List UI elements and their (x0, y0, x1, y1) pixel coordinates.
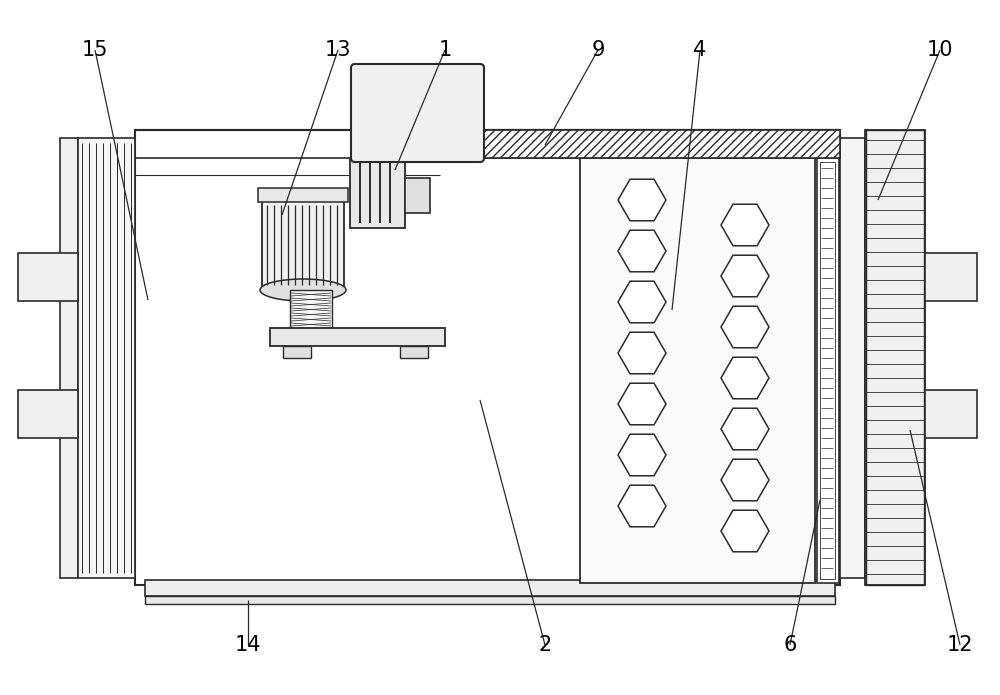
Text: 2: 2 (538, 635, 552, 655)
Bar (840, 138, 865, 578)
Bar (78, 138, 135, 578)
Bar (145, 596, 835, 604)
Text: 15: 15 (82, 40, 108, 60)
Text: 1: 1 (438, 40, 452, 60)
Bar (925, 253, 977, 301)
Bar (290, 290, 332, 328)
Ellipse shape (260, 279, 346, 301)
Bar (865, 130, 925, 585)
Text: 9: 9 (591, 40, 605, 60)
Bar (925, 390, 977, 438)
Bar (405, 178, 430, 213)
Text: 4: 4 (693, 40, 707, 60)
Bar (283, 346, 311, 358)
FancyBboxPatch shape (351, 64, 484, 162)
Bar (262, 200, 344, 290)
Bar (258, 188, 348, 202)
Text: 13: 13 (325, 40, 351, 60)
Bar (350, 158, 405, 228)
Bar (18, 253, 78, 301)
Bar (580, 158, 815, 583)
Text: 10: 10 (927, 40, 953, 60)
Text: 12: 12 (947, 635, 973, 655)
Bar (135, 130, 840, 585)
Text: 6: 6 (783, 635, 797, 655)
Bar (817, 158, 839, 583)
Bar (440, 130, 840, 158)
Bar (60, 138, 78, 578)
Text: 14: 14 (235, 635, 261, 655)
Bar (270, 328, 445, 346)
Bar (400, 346, 428, 358)
Bar (820, 162, 835, 579)
Bar (145, 580, 835, 596)
Bar (866, 130, 924, 585)
Bar (18, 390, 78, 438)
